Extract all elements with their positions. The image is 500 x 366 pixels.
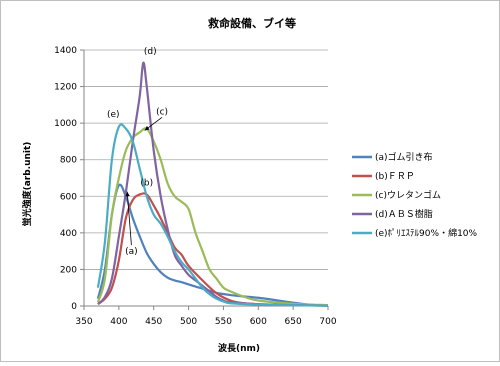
legend-label-e: (e)ﾎﾟﾘｴｽﾃﾙ90%・綿10% — [375, 227, 478, 239]
x-tick-label: 450 — [145, 317, 162, 327]
annotation-label: (d) — [144, 47, 157, 57]
annotation-arrowhead — [144, 126, 150, 131]
annotation-label: (b) — [140, 179, 153, 189]
annotation-label: (a) — [125, 247, 138, 257]
annotation-arrowhead — [125, 191, 130, 197]
annotation-label: (c) — [156, 107, 168, 117]
x-tick-label: 550 — [215, 317, 232, 327]
legend: (a)ゴム引き布 (b)ＦＲＰ (c)ウレタンゴム (d)ＡＢＳ樹脂 (e)ﾎﾟﾘｴｽﾃ… — [352, 151, 478, 239]
x-tick-label: 650 — [285, 317, 302, 327]
x-tick-label: 500 — [180, 317, 197, 327]
y-tick-label: 400 — [60, 229, 77, 239]
y-tick-label: 200 — [60, 265, 77, 275]
legend-label-a: (a)ゴム引き布 — [375, 151, 433, 163]
series-line-c — [96, 127, 329, 307]
x-tick-label: 350 — [75, 317, 92, 327]
axes: 0 200 400 600 800 1000 1200 1400 350 400 450 500 550… — [54, 46, 337, 327]
legend-label-c: (c)ウレタンゴム — [375, 189, 441, 201]
chart-title: 救命設備、ブイ等 — [208, 16, 296, 30]
annotation-label: (e) — [107, 110, 120, 120]
grid-lines — [84, 49, 328, 270]
x-tick-label: 400 — [110, 317, 127, 327]
y-tick-label: 1200 — [54, 83, 77, 93]
y-axis-label: 蛍光強度(arb.unit) — [21, 142, 33, 227]
legend-label-b: (b)ＦＲＰ — [375, 172, 415, 182]
annotations: (a) (b) (c) (d) (e) — [107, 47, 168, 257]
y-tick-label: 600 — [60, 192, 77, 202]
legend-label-d: (d)ＡＢＳ樹脂 — [375, 208, 433, 220]
x-axis-label: 波長(nm) — [218, 342, 260, 354]
annotation-arrow — [126, 191, 132, 246]
series-line-e — [96, 123, 329, 307]
series-line-a — [96, 183, 329, 307]
x-tick-label: 600 — [250, 317, 267, 327]
y-tick-label: 1000 — [54, 119, 77, 129]
x-tick-label: 700 — [319, 317, 336, 327]
y-tick-label: 1400 — [54, 46, 77, 56]
series-lines — [96, 61, 329, 307]
y-tick-label: 800 — [60, 156, 77, 166]
y-tick-label: 0 — [71, 302, 77, 312]
